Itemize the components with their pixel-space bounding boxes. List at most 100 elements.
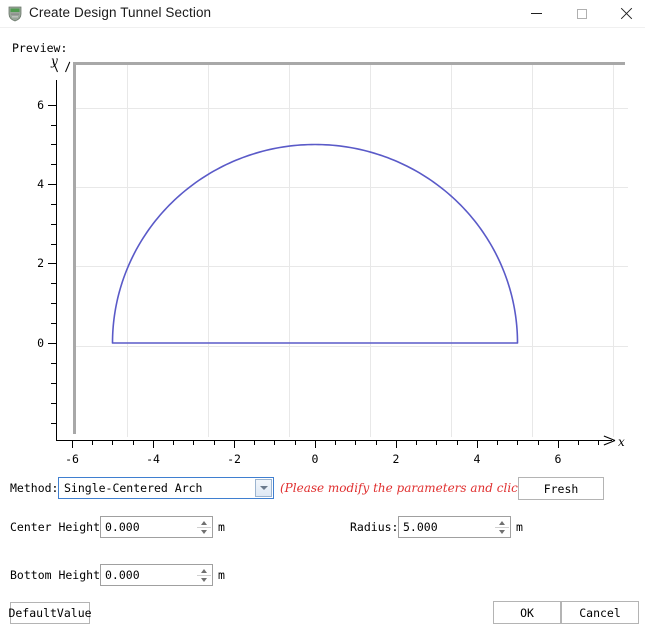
minimize-button[interactable] <box>514 0 559 27</box>
y-tick-major <box>48 343 56 344</box>
radius-stepper[interactable]: 5.000 <box>398 516 511 538</box>
preview-chart: y 6 4 2 0 x -6 -4 -2 0 2 4 6 <box>0 54 645 468</box>
gridline-vertical <box>208 65 209 437</box>
x-tick-minor <box>578 440 579 445</box>
chevron-down-icon <box>499 529 505 534</box>
center-height-label: Center Height: <box>10 520 107 534</box>
center-height-stepper-buttons[interactable] <box>197 518 211 536</box>
x-tick-major <box>558 440 559 448</box>
y-tick-minor <box>51 383 56 384</box>
bottom-height-label: Bottom Height: <box>10 568 107 582</box>
bottom-height-increment-button[interactable] <box>197 566 211 575</box>
x-tick-major <box>315 440 316 448</box>
gridline-vertical <box>289 65 290 437</box>
y-tick-minor <box>51 423 56 424</box>
center-height-increment-button[interactable] <box>197 518 211 527</box>
y-tick-minor <box>51 204 56 205</box>
preview-label: Preview: <box>12 41 68 55</box>
x-tick-major <box>396 440 397 448</box>
bottom-height-decrement-button[interactable] <box>197 575 211 584</box>
y-tick-minor <box>51 125 56 126</box>
maximize-button[interactable] <box>559 0 604 27</box>
x-tick-minor <box>92 440 93 445</box>
y-tick-major <box>48 184 56 185</box>
x-tick-minor <box>112 440 113 445</box>
x-tick-minor <box>457 440 458 445</box>
x-tick-minor <box>335 440 336 445</box>
stepper-divider <box>197 527 211 528</box>
y-axis-line <box>56 80 57 440</box>
x-tick-minor <box>295 440 296 445</box>
x-tick-label: 4 <box>473 452 481 466</box>
y-tick-minor <box>51 303 56 304</box>
y-tick-label: 0 <box>37 336 44 350</box>
method-dropdown-button[interactable] <box>255 479 272 497</box>
y-tick-minor <box>51 224 56 225</box>
window-title: Create Design Tunnel Section <box>29 5 212 20</box>
y-tick-minor <box>51 363 56 364</box>
center-height-stepper[interactable]: 0.000 <box>100 516 213 538</box>
y-tick-label: 2 <box>37 256 44 270</box>
bottom-height-value: 0.000 <box>105 568 140 582</box>
x-tick-major <box>477 440 478 448</box>
tunnel-app-icon <box>8 6 22 22</box>
radius-stepper-buttons[interactable] <box>495 518 509 536</box>
x-tick-minor <box>274 440 275 445</box>
hint-text: (Please modify the parameters and click … <box>280 481 580 495</box>
gridline-horizontal <box>76 266 628 267</box>
x-tick-minor <box>416 440 417 445</box>
chevron-up-icon <box>201 568 207 573</box>
stepper-divider <box>197 575 211 576</box>
x-tick-minor <box>193 440 194 445</box>
ok-button[interactable]: OK <box>493 601 561 624</box>
radius-increment-button[interactable] <box>495 518 509 527</box>
x-axis-title: x <box>618 435 625 449</box>
y-tick-minor <box>51 144 56 145</box>
gridline-horizontal <box>76 346 628 347</box>
chevron-down-icon <box>201 577 207 582</box>
title-bar: Create Design Tunnel Section <box>0 0 645 28</box>
minimize-icon <box>531 13 542 14</box>
x-tick-minor <box>598 440 599 445</box>
close-icon <box>620 7 633 20</box>
y-tick-minor <box>51 323 56 324</box>
bottom-height-unit: m <box>218 568 225 582</box>
x-tick-label: 0 <box>311 452 319 466</box>
radius-decrement-button[interactable] <box>495 527 509 536</box>
gridline-horizontal <box>76 187 628 188</box>
x-tick-major <box>153 440 154 448</box>
method-select[interactable]: Single-Centered Arch <box>58 477 274 499</box>
y-axis-arrow-icon <box>51 72 61 83</box>
cancel-button[interactable]: Cancel <box>561 601 639 624</box>
y-tick-minor <box>51 164 56 165</box>
y-tick-minor <box>51 283 56 284</box>
center-height-value: 0.000 <box>105 520 140 534</box>
center-height-unit: m <box>218 520 225 534</box>
x-tick-minor <box>538 440 539 445</box>
chevron-up-icon <box>499 520 505 525</box>
x-tick-label: 6 <box>554 452 562 466</box>
x-tick-minor <box>254 440 255 445</box>
x-tick-minor <box>214 440 215 445</box>
y-axis-title: y <box>51 54 58 68</box>
bottom-height-stepper[interactable]: 0.000 <box>100 564 213 586</box>
y-tick-major <box>48 263 56 264</box>
x-tick-label: -2 <box>227 452 241 466</box>
x-tick-minor <box>517 440 518 445</box>
stepper-divider <box>495 527 509 528</box>
x-tick-label: 2 <box>392 452 400 466</box>
x-tick-major <box>72 440 73 448</box>
fresh-button[interactable]: Fresh <box>518 477 604 500</box>
chevron-down-icon <box>201 529 207 534</box>
x-tick-label: -4 <box>146 452 160 466</box>
close-button[interactable] <box>604 0 645 27</box>
x-tick-minor <box>173 440 174 445</box>
y-tick-major <box>48 105 56 106</box>
radius-value: 5.000 <box>403 520 438 534</box>
x-tick-minor <box>355 440 356 445</box>
default-value-button[interactable]: DefaultValue <box>8 602 92 624</box>
center-height-decrement-button[interactable] <box>197 527 211 536</box>
method-label: Method: <box>10 481 59 495</box>
bottom-height-stepper-buttons[interactable] <box>197 566 211 584</box>
gridline-vertical <box>451 65 452 437</box>
